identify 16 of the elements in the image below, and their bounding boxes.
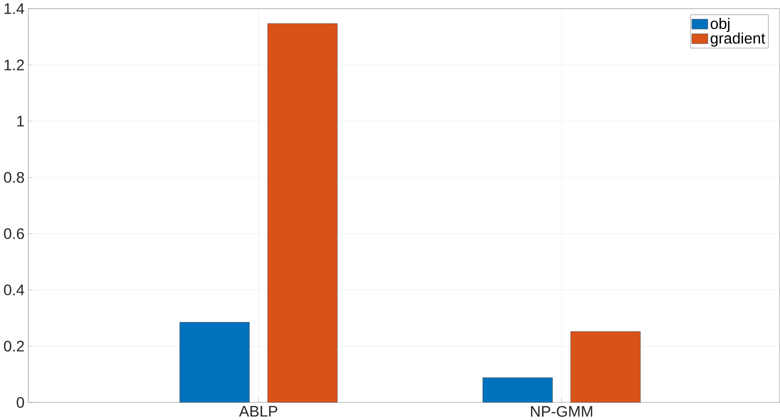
bar (267, 23, 338, 403)
x-tick-label: ABLP (239, 406, 278, 416)
y-tick-label: 0.6 (4, 228, 24, 239)
bar (180, 322, 250, 403)
y-tick-label: 0.8 (4, 172, 24, 183)
y-tick-label: 0.4 (4, 284, 24, 296)
y-tick-label: 1.4 (4, 3, 24, 14)
y-tick-label: 0 (16, 396, 24, 408)
bar (570, 331, 641, 403)
bar (482, 377, 553, 403)
legend-label: obj (710, 18, 730, 32)
y-tick-label: 1 (17, 116, 24, 126)
y-tick-label: 0.2 (4, 340, 24, 352)
x-tick-label: NP-GMM (531, 406, 592, 417)
legend-label: gradient (710, 32, 766, 47)
y-tick-label: 1.2 (4, 59, 24, 70)
